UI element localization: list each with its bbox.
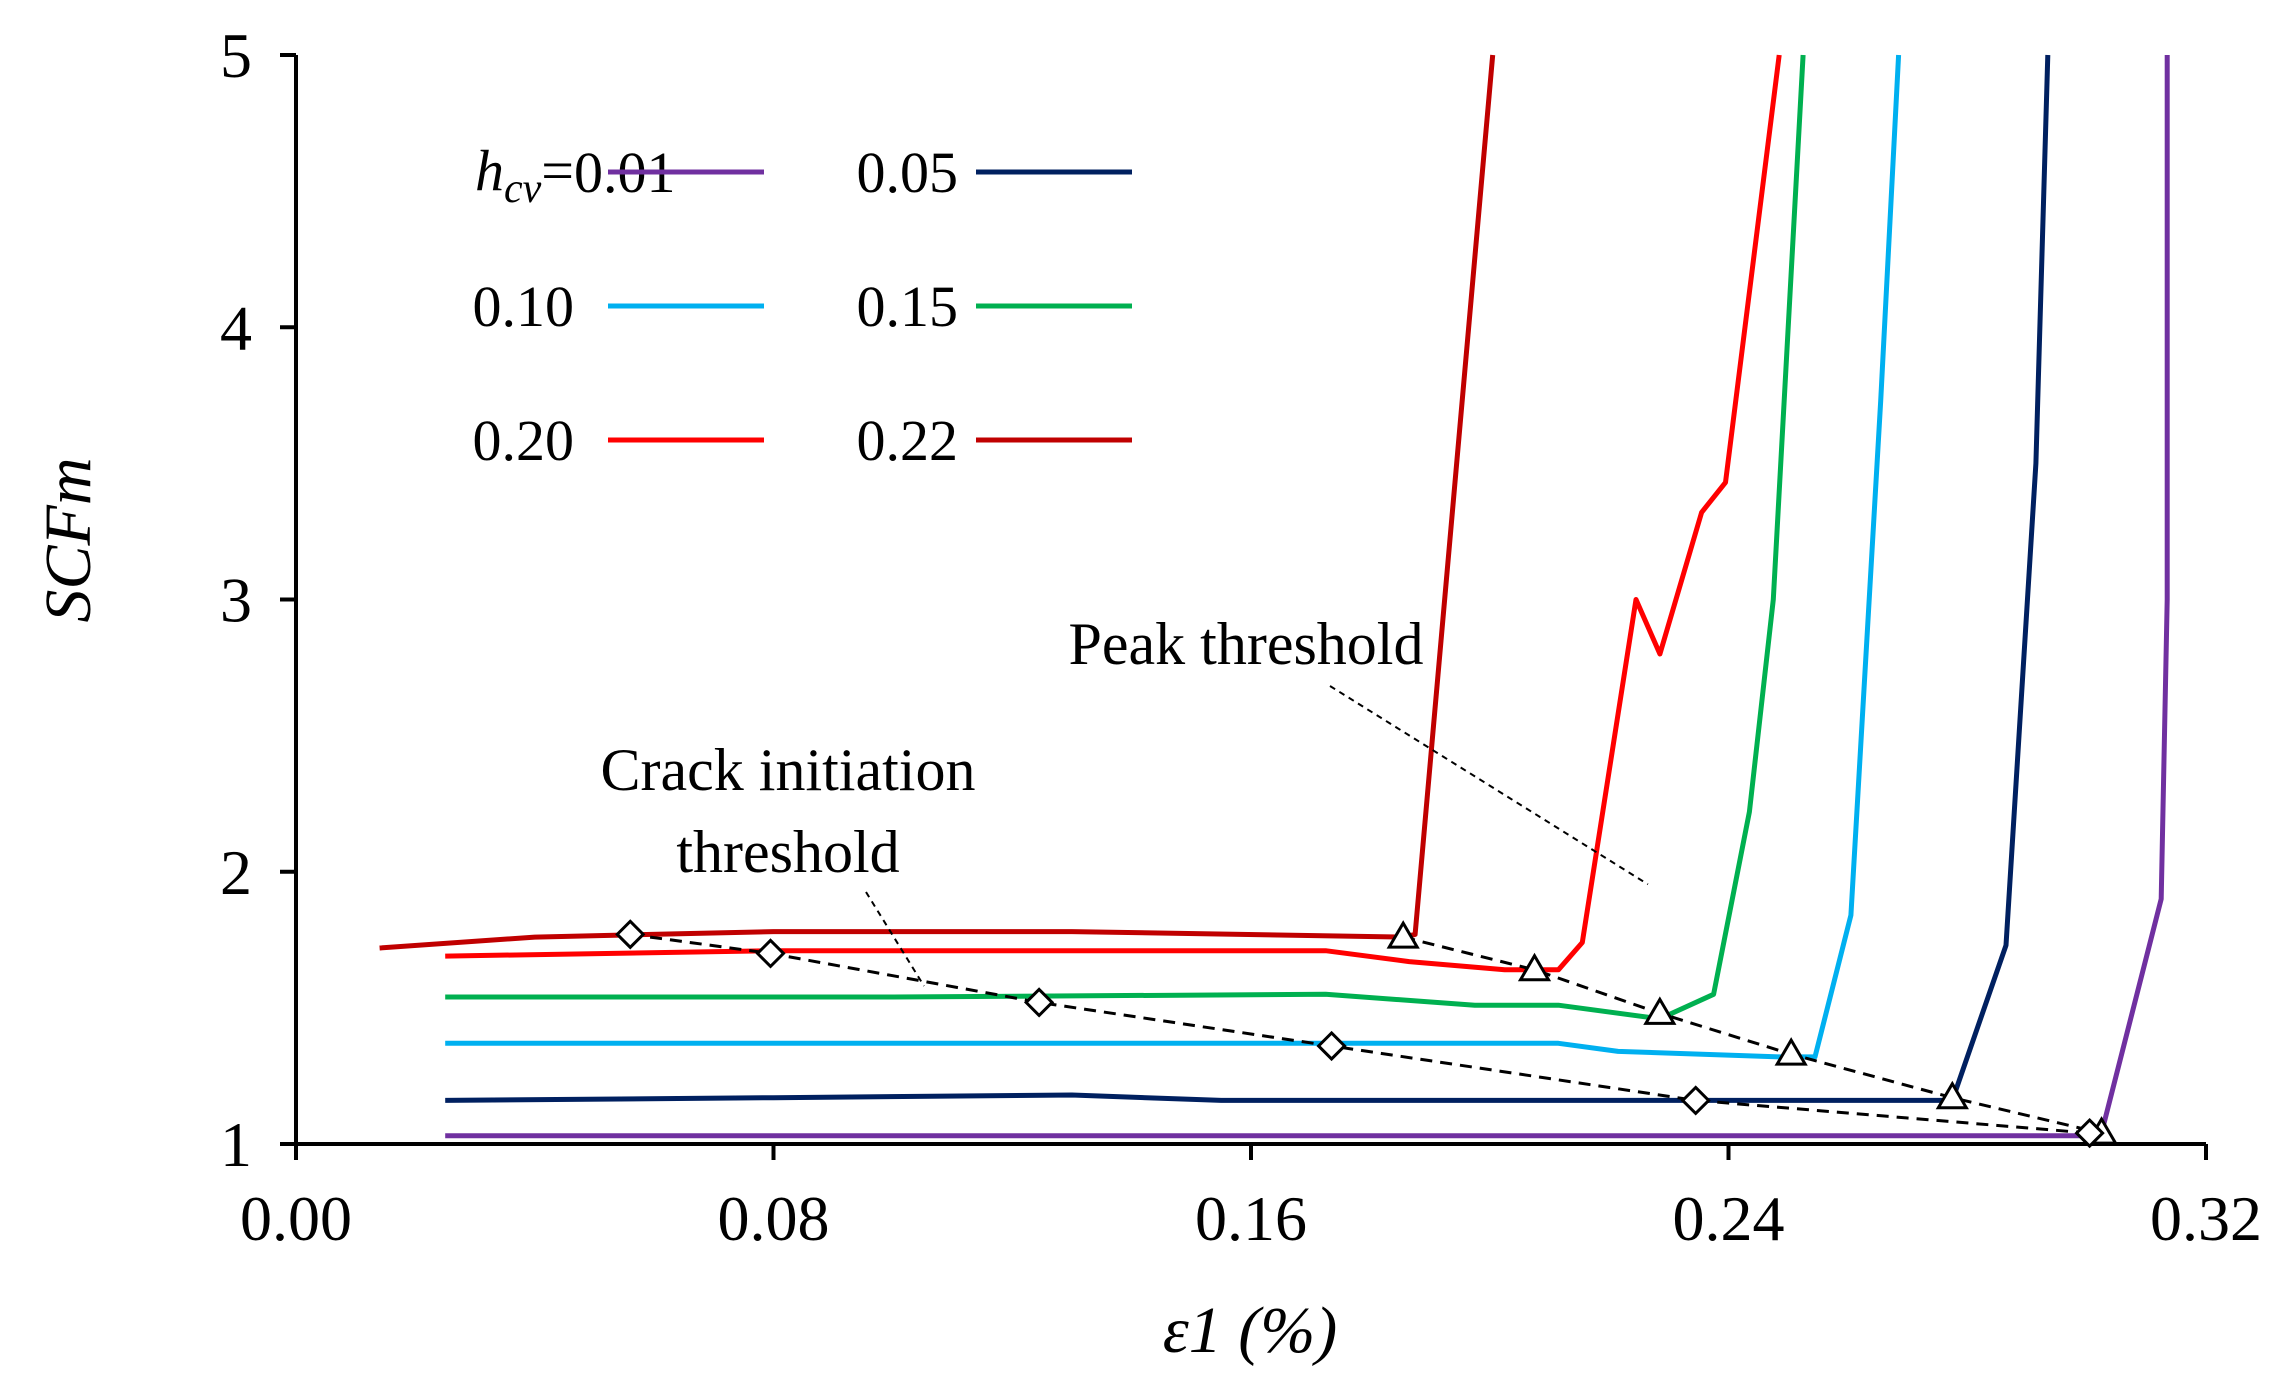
triangle-marker	[1386, 920, 1420, 949]
diamond-marker	[1023, 987, 1055, 1018]
diamond-marker	[1680, 1085, 1711, 1116]
x-tick-label: 0.00	[240, 1183, 352, 1254]
series-line-0.22	[379, 54, 1496, 951]
legend-label-0.22: 0.22	[857, 408, 959, 473]
legend-title-cv: cv	[504, 166, 542, 212]
y-tick-label: 5	[220, 20, 252, 91]
annotation-label-crack-line1: Crack initiation	[601, 737, 976, 803]
triangle-marker	[1774, 1037, 1808, 1066]
y-tick-label: 1	[220, 1109, 252, 1180]
diamond-marker	[1316, 1030, 1347, 1062]
x-tick-label: 0.24	[1673, 1183, 1785, 1254]
x-tick-label: 0.32	[2150, 1183, 2262, 1254]
triangle-marker	[1517, 952, 1552, 982]
legend: hcv= 0.01 0.050.10 0.150.20 0.22	[473, 138, 1132, 473]
diamond-marker	[615, 919, 646, 950]
axes-group: 0.00 0.08 0.16 0.24 0.32 1 2 3 4 5	[220, 20, 2262, 1254]
legend-title: hcv=	[475, 138, 574, 212]
series-line-0.10	[445, 54, 1902, 1060]
legend-label-0.05: 0.05	[857, 140, 959, 205]
leader-line-crack	[865, 891, 925, 987]
series-line-0.20	[445, 54, 1782, 973]
series-line-0.15	[445, 54, 1806, 1022]
legend-title-eq: =	[541, 138, 574, 203]
legend-label-0.20: 0.20	[473, 408, 575, 473]
triangle-marker	[1935, 1080, 1969, 1110]
legend-label-0.10: 0.10	[473, 274, 575, 339]
triangle-marker	[1643, 996, 1677, 1025]
legend-entries: 0.01 0.050.10 0.150.20 0.22	[473, 140, 1132, 473]
y-axis-title: SCFm	[32, 458, 105, 623]
series-line-0.05	[445, 54, 2051, 1103]
x-tick-label: 0.16	[1195, 1183, 1307, 1254]
annotation-label-peak: Peak threshold	[1069, 611, 1424, 677]
legend-label-0.15: 0.15	[857, 274, 959, 339]
y-tick-label: 2	[220, 837, 252, 908]
x-axis-title: ε1 (%)	[1163, 1294, 1337, 1367]
series-group	[379, 54, 2170, 1139]
diamond-marker	[755, 938, 786, 969]
ticks-group: 0.00 0.08 0.16 0.24 0.32 1 2 3 4 5	[220, 20, 2262, 1254]
legend-title-h: h	[475, 138, 504, 203]
annotation-label-crack-line2: threshold	[676, 819, 899, 885]
y-tick-label: 3	[220, 565, 252, 636]
leader-line-peak	[1329, 685, 1649, 886]
series-line-0.01	[445, 55, 2170, 1139]
y-tick-label: 4	[220, 292, 252, 363]
diamond-marker	[2074, 1117, 2105, 1149]
annotation-group: Peak threshold Crack initiation threshold	[601, 611, 2119, 1149]
threshold-line-diamond	[630, 932, 2090, 1135]
x-tick-label: 0.08	[718, 1183, 830, 1254]
